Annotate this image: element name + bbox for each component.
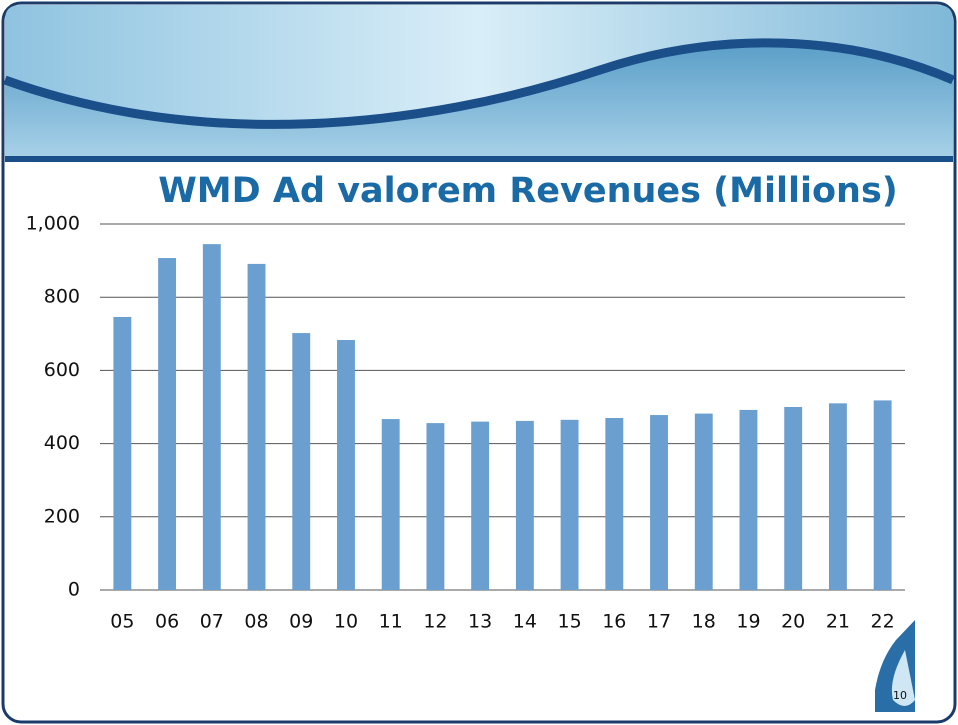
x-tick-label: 16 bbox=[602, 611, 626, 633]
x-tick-label: 12 bbox=[423, 611, 447, 633]
x-tick-label: 06 bbox=[155, 611, 179, 633]
x-tick-label: 11 bbox=[379, 611, 403, 633]
bar bbox=[874, 400, 892, 590]
x-tick-label: 07 bbox=[200, 611, 224, 633]
bar bbox=[695, 414, 713, 590]
page-number: 10 bbox=[893, 689, 907, 702]
y-tick-label: 400 bbox=[44, 432, 80, 454]
chart-title: WMD Ad valorem Revenues (Millions) bbox=[158, 171, 898, 211]
bar bbox=[203, 244, 221, 590]
bar bbox=[337, 340, 355, 590]
y-tick-label: 1,000 bbox=[26, 213, 80, 235]
x-tick-label: 18 bbox=[692, 611, 716, 633]
x-tick-label: 19 bbox=[736, 611, 760, 633]
slide: WMD Ad valorem Revenues (Millions) 10 0 2… bbox=[0, 0, 958, 725]
x-tick-label: 15 bbox=[557, 611, 581, 633]
x-tick-label: 05 bbox=[110, 611, 134, 633]
header-rule bbox=[5, 156, 953, 162]
bar bbox=[292, 333, 310, 590]
y-tick-label: 600 bbox=[44, 359, 80, 381]
y-tick-label: 200 bbox=[44, 505, 80, 527]
bar bbox=[516, 421, 534, 590]
x-tick-label: 21 bbox=[826, 611, 850, 633]
x-tick-label: 20 bbox=[781, 611, 805, 633]
x-tick-label: 17 bbox=[647, 611, 671, 633]
bar bbox=[471, 422, 489, 590]
bar bbox=[650, 415, 668, 590]
bar bbox=[426, 423, 444, 590]
bar bbox=[605, 418, 623, 590]
bar bbox=[784, 407, 802, 590]
bar bbox=[829, 403, 847, 590]
x-tick-label: 10 bbox=[334, 611, 358, 633]
x-tick-label: 22 bbox=[871, 611, 895, 633]
y-tick-label: 0 bbox=[68, 579, 80, 601]
bar bbox=[248, 264, 266, 590]
x-tick-label: 13 bbox=[468, 611, 492, 633]
x-tick-label: 09 bbox=[289, 611, 313, 633]
bar bbox=[561, 420, 579, 590]
bar bbox=[382, 419, 400, 590]
bar bbox=[740, 410, 758, 590]
bar bbox=[113, 317, 131, 590]
x-tick-label: 08 bbox=[244, 611, 268, 633]
y-tick-label: 800 bbox=[44, 286, 80, 308]
bar bbox=[158, 258, 176, 590]
x-tick-label: 14 bbox=[513, 611, 537, 633]
